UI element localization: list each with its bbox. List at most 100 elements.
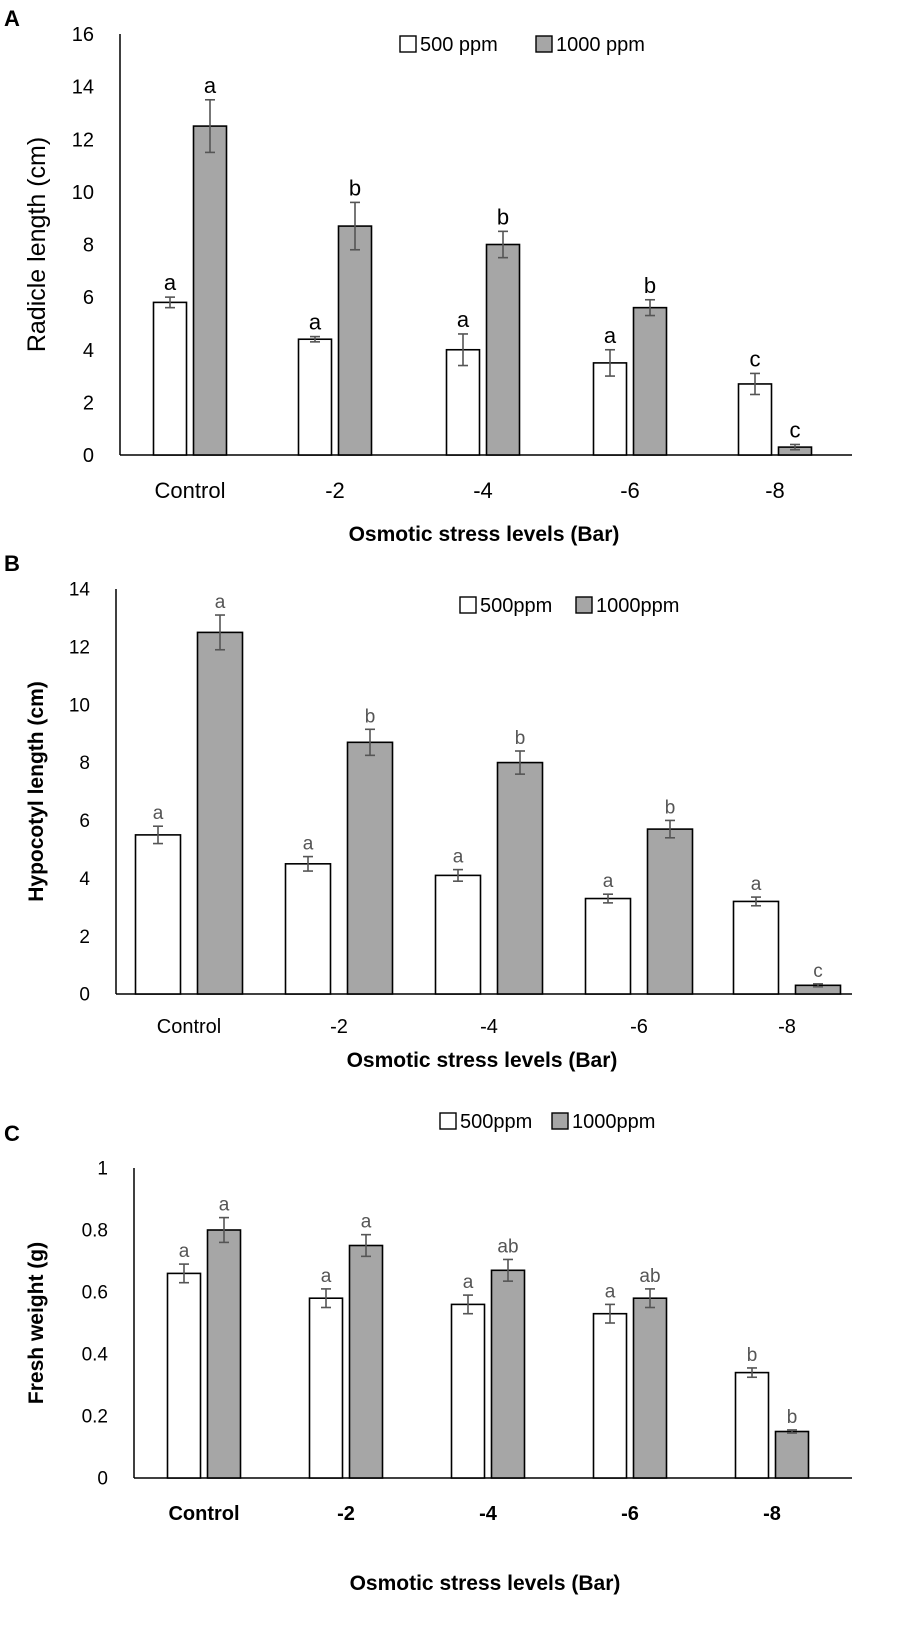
- significance-letter: a: [321, 1266, 332, 1287]
- x-tick-label: -8: [765, 478, 785, 503]
- x-tick-label: -4: [473, 478, 493, 503]
- legend-swatch: [399, 35, 417, 53]
- x-tick-label: -2: [325, 478, 345, 503]
- panel-letter: C: [4, 1121, 20, 1146]
- significance-letter: b: [365, 706, 376, 727]
- bar: [337, 225, 373, 456]
- significance-letter: a: [457, 307, 470, 332]
- x-tick-label: -6: [621, 1503, 639, 1525]
- y-tick-label: 14: [69, 580, 91, 601]
- y-tick-label: 2: [79, 927, 90, 948]
- bar: [348, 1244, 384, 1479]
- significance-letter: a: [453, 847, 464, 868]
- legend-label: 1000ppm: [572, 1111, 655, 1133]
- bar: [592, 362, 628, 456]
- bar: [734, 1371, 770, 1479]
- legend-label: 500ppm: [460, 1111, 532, 1133]
- significance-letter: a: [204, 73, 217, 98]
- x-tick-label: -8: [763, 1503, 781, 1525]
- significance-letter: b: [787, 1407, 798, 1428]
- x-tick-label: -2: [337, 1503, 355, 1525]
- y-tick-label: 8: [83, 235, 94, 257]
- x-tick-label: -6: [620, 478, 640, 503]
- bar: [308, 1297, 344, 1479]
- significance-letter: b: [665, 797, 676, 818]
- significance-letter: a: [604, 323, 617, 348]
- bar: [192, 125, 228, 456]
- bar: [445, 348, 481, 456]
- bar: [196, 631, 244, 995]
- bar: [632, 306, 668, 456]
- panel-letter: B: [4, 551, 20, 576]
- x-tick-label: -8: [778, 1016, 796, 1038]
- x-tick-label: -6: [630, 1016, 648, 1038]
- legend-label: 500ppm: [480, 595, 552, 617]
- significance-letter: a: [179, 1241, 190, 1262]
- bar: [646, 828, 694, 995]
- y-axis-title: Hypocotyl length (cm): [25, 681, 48, 902]
- bar: [450, 1303, 486, 1479]
- x-tick-label: -4: [479, 1503, 498, 1525]
- significance-letter: a: [605, 1281, 616, 1302]
- bar: [584, 897, 632, 995]
- y-tick-label: 4: [83, 340, 94, 362]
- significance-letter: a: [309, 310, 322, 335]
- y-tick-label: 16: [72, 24, 94, 46]
- y-tick-label: 8: [79, 753, 90, 774]
- significance-letter: b: [515, 728, 526, 749]
- bar: [206, 1229, 242, 1479]
- x-tick-label: Control: [168, 1503, 239, 1525]
- bar: [592, 1312, 628, 1479]
- legend-label: 1000ppm: [596, 595, 679, 617]
- y-tick-label: 6: [79, 811, 90, 832]
- bar: [485, 243, 521, 456]
- chart-panel-b: B 0 2 4 6 8 10 12 14 a a a a a a b b b c Control -2 -4 -6 -8 Osm…: [4, 551, 852, 1072]
- y-tick-label: 0.2: [82, 1407, 108, 1428]
- bar: [134, 834, 182, 995]
- significance-letter: b: [644, 273, 656, 298]
- y-tick-label: 0: [83, 445, 94, 467]
- bar: [346, 741, 394, 995]
- significance-letter: a: [361, 1212, 372, 1233]
- y-tick-label: 6: [83, 287, 94, 309]
- y-axis-title: Radicle length (cm): [23, 137, 51, 352]
- y-tick-label: 0.6: [82, 1283, 108, 1304]
- bar: [774, 1430, 810, 1479]
- y-tick-label: 1: [97, 1159, 108, 1180]
- y-tick-label: 12: [69, 638, 90, 659]
- legend-swatch: [575, 596, 593, 614]
- significance-letter: ab: [497, 1236, 518, 1257]
- y-tick-label: 12: [72, 129, 94, 151]
- y-tick-label: 0: [79, 985, 90, 1006]
- y-tick-label: 0: [97, 1469, 108, 1490]
- bar: [496, 761, 544, 995]
- significance-letter: b: [747, 1345, 758, 1366]
- significance-letter: a: [303, 834, 314, 855]
- x-axis-title: Osmotic stress levels (Bar): [349, 523, 620, 546]
- chart-panel-a: A 0 2 4 6 8 10 12 14 16 a a a a c a b b b c Control -2 -4 -6 -8 O…: [4, 6, 852, 546]
- legend-label: 500 ppm: [420, 34, 498, 56]
- x-tick-label: -4: [480, 1016, 498, 1038]
- bar: [284, 863, 332, 995]
- legend-label: 1000 ppm: [556, 34, 645, 56]
- significance-letter: a: [164, 270, 177, 295]
- panel-letter: A: [4, 6, 20, 31]
- bar: [166, 1272, 202, 1479]
- bar: [152, 301, 188, 456]
- significance-letter: ab: [639, 1266, 660, 1287]
- y-axis-title: Fresh weight (g): [25, 1242, 48, 1404]
- significance-letter: c: [790, 417, 801, 442]
- significance-letter: a: [463, 1272, 474, 1293]
- bar: [297, 338, 333, 456]
- x-tick-label: Control: [155, 478, 226, 503]
- x-axis-title: Osmotic stress levels (Bar): [347, 1049, 618, 1072]
- x-tick-label: Control: [157, 1016, 221, 1038]
- y-tick-label: 2: [83, 392, 94, 414]
- significance-letter: a: [219, 1195, 230, 1216]
- bar: [732, 900, 780, 995]
- significance-letter: c: [813, 961, 823, 982]
- bar: [632, 1297, 668, 1479]
- significance-letter: c: [750, 346, 761, 371]
- legend-swatch: [439, 1112, 457, 1130]
